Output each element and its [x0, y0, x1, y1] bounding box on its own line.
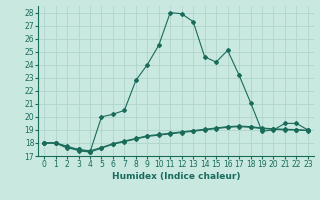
X-axis label: Humidex (Indice chaleur): Humidex (Indice chaleur) [112, 172, 240, 181]
